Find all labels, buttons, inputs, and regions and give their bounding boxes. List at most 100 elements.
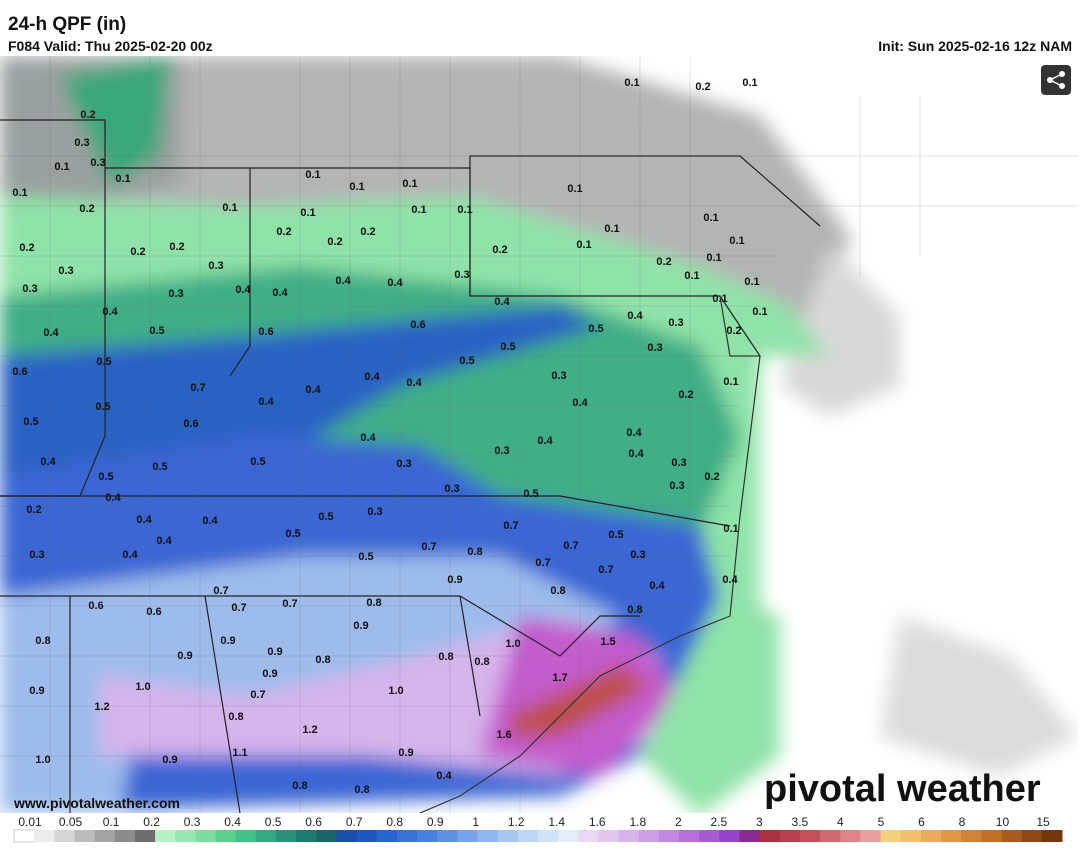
map-value-label: 0.1 — [706, 252, 721, 264]
colorbar-cell — [13, 829, 36, 843]
map-value-label: 0.8 — [35, 635, 50, 647]
colorbar-cell — [134, 830, 156, 842]
map-value-label: 0.9 — [220, 635, 235, 647]
map-value-label: 1.2 — [302, 724, 317, 736]
map-value-label: 0.1 — [305, 169, 320, 181]
colorbar-cell — [1001, 830, 1023, 842]
map-value-label: 0.7 — [421, 541, 436, 553]
map-value-label: 0.5 — [318, 511, 333, 523]
map-value-label: 0.2 — [80, 109, 95, 121]
map-value-label: 0.4 — [626, 427, 642, 439]
map-value-label: 0.4 — [43, 327, 59, 339]
colorbar-label: 3.5 — [792, 815, 809, 829]
map-value-label: 0.8 — [627, 604, 642, 616]
map-value-label: 0.7 — [231, 602, 246, 614]
map-value-label: 0.3 — [454, 269, 469, 281]
map-value-label: 0.3 — [58, 265, 73, 277]
map-value-label: 0.1 — [752, 306, 767, 318]
map-value-label: 0.2 — [492, 244, 507, 256]
map-value-label: 0.3 — [74, 137, 89, 149]
map-value-label: 0.9 — [177, 650, 192, 662]
map-value-label: 0.4 — [406, 377, 422, 389]
map-value-label: 0.6 — [258, 326, 273, 338]
colorbar-label: 0.7 — [346, 815, 363, 829]
map-value-label: 0.1 — [222, 202, 237, 214]
colorbar-cell — [538, 830, 559, 842]
colorbar-cell — [517, 830, 539, 842]
map-value-label: 0.8 — [228, 711, 243, 723]
map-value-label: 0.1 — [712, 293, 727, 305]
map-value-label: 0.9 — [353, 620, 368, 632]
map-value-label: 0.9 — [447, 574, 462, 586]
map-value-label: 0.5 — [96, 356, 111, 368]
map-value-label: 0.9 — [398, 747, 413, 759]
map-value-label: 0.4 — [105, 492, 121, 504]
map-value-label: 0.5 — [459, 355, 474, 367]
map-value-label: 0.3 — [671, 457, 686, 469]
colorbar-cell — [114, 830, 136, 842]
map-value-label: 0.9 — [262, 668, 277, 680]
colorbar-cell — [840, 830, 861, 842]
colorbar-label: 0.4 — [224, 815, 241, 829]
colorbar-cell — [699, 830, 720, 842]
map-value-label: 0.3 — [669, 480, 684, 492]
colorbar-cell — [195, 830, 217, 842]
map-value-label: 0.1 — [115, 173, 130, 185]
map-value-label: 0.2 — [79, 203, 94, 215]
colorbar-label: 2 — [675, 815, 682, 829]
map-value-label: 1.0 — [35, 754, 50, 766]
colorbar-cell — [155, 830, 176, 842]
map-value-label: 0.1 — [723, 523, 738, 535]
map-value-label: 0.4 — [360, 432, 376, 444]
map-value-label: 0.1 — [576, 239, 591, 251]
colorbar-cell — [457, 830, 479, 842]
share-button[interactable] — [1041, 65, 1071, 95]
map-value-label: 0.6 — [183, 418, 198, 430]
map-value-label: 0.1 — [411, 204, 426, 216]
map-value-label: 0.1 — [684, 270, 699, 282]
colorbar-label: 0.1 — [103, 815, 120, 829]
map-value-label: 0.4 — [537, 435, 553, 447]
colorbar-cell — [376, 830, 398, 842]
map-value-label: 0.3 — [367, 506, 382, 518]
map-value-label: 0.9 — [29, 685, 44, 697]
map-value-label: 0.1 — [723, 376, 738, 388]
map-value-label: 0.2 — [130, 246, 145, 258]
colorbar-cell — [417, 830, 438, 842]
colorbar-cell — [900, 830, 922, 842]
map-value-label: 0.8 — [550, 585, 565, 597]
colorbar-cell — [477, 830, 499, 842]
colorbar-cell — [679, 830, 700, 842]
map-value-label: 1.0 — [388, 685, 403, 697]
colorbar-cell — [316, 830, 337, 842]
map-value-label: 0.5 — [23, 416, 38, 428]
map-value-label: 0.1 — [624, 77, 639, 89]
map-value-label: 0.5 — [285, 528, 300, 540]
map-value-label: 0.5 — [152, 461, 167, 473]
colorbar-cell — [779, 830, 801, 842]
map-value-label: 0.4 — [136, 514, 152, 526]
map-value-label: 0.4 — [722, 574, 738, 586]
colorbar-label: 5 — [878, 815, 885, 829]
colorbar-cell — [175, 830, 196, 842]
map-value-label: 0.8 — [438, 651, 453, 663]
map-value-label: 0.3 — [668, 317, 683, 329]
map-value-label: 0.5 — [500, 341, 515, 353]
map-value-label: 0.3 — [29, 549, 44, 561]
colorbar-cell — [558, 830, 579, 842]
colorbar-label: 0.3 — [184, 815, 201, 829]
colorbar-label: 0.9 — [427, 815, 444, 829]
map-value-label: 0.2 — [360, 226, 375, 238]
map-value-label: 0.3 — [444, 483, 459, 495]
colorbar-label: 1.2 — [508, 815, 525, 829]
map-value-label: 0.7 — [282, 598, 297, 610]
colorbar-cell — [860, 830, 882, 842]
colorbar-cell — [578, 830, 599, 842]
map-value-label: 0.6 — [146, 606, 161, 618]
map-value-label: 0.5 — [523, 488, 538, 500]
colorbar-cell — [759, 830, 781, 842]
colorbar-cell — [255, 830, 277, 842]
map-value-label: 1.2 — [94, 701, 109, 713]
map-value-label: 0.2 — [276, 226, 291, 238]
